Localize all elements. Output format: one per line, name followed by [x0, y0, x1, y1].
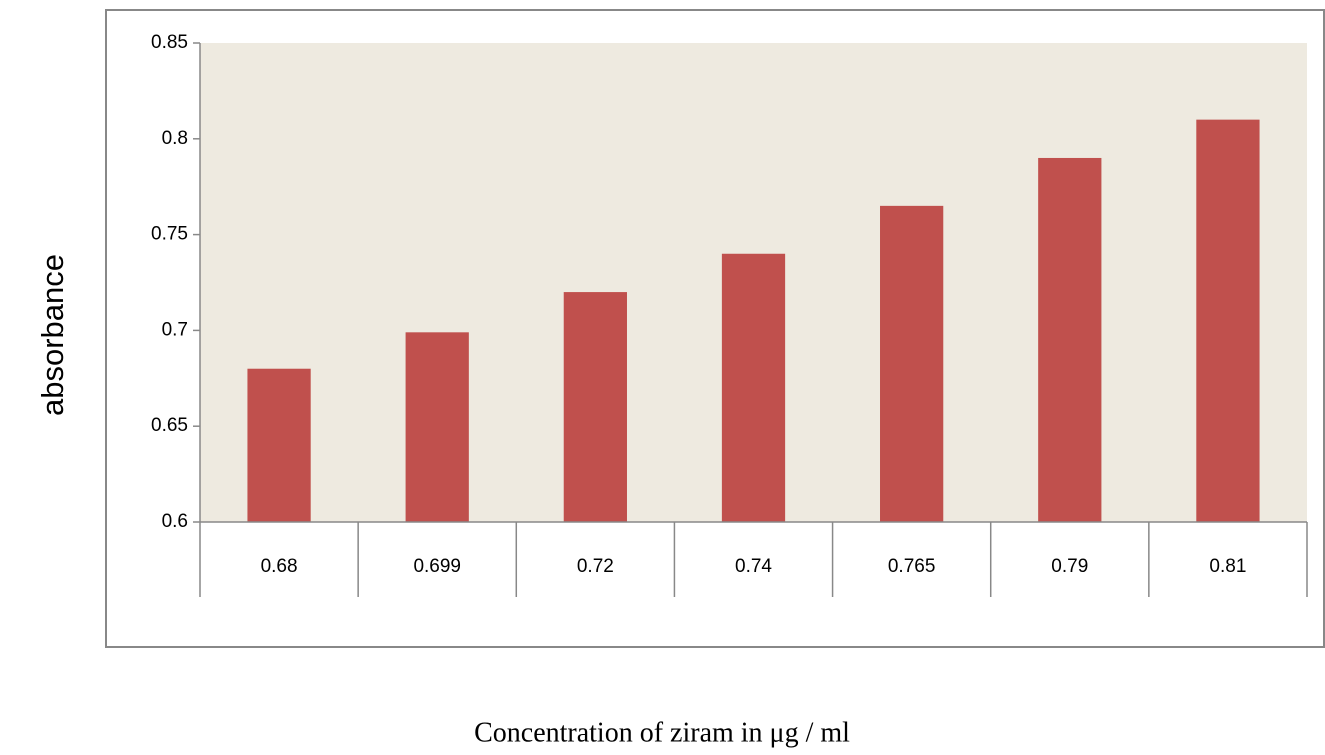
y-tick-label: 0.7 [162, 319, 188, 340]
y-tick-label: 0.75 [151, 224, 188, 245]
y-tick-label: 0.65 [151, 415, 188, 436]
y-tick-label: 0.85 [151, 32, 188, 53]
x-tick-label: 0.74 [735, 556, 772, 577]
x-tick-label: 0.81 [1209, 556, 1246, 577]
x-tick-label: 0.68 [261, 556, 298, 577]
x-tick-label: 0.699 [413, 556, 461, 577]
bar [563, 292, 627, 522]
bar [405, 332, 469, 522]
bar [247, 368, 311, 522]
y-axis-label: absorbance [35, 254, 70, 416]
bar [1038, 157, 1102, 522]
y-tick-label: 0.6 [162, 511, 188, 532]
x-tick-label: 0.79 [1051, 556, 1088, 577]
bar [880, 205, 944, 523]
y-tick-label: 0.8 [162, 128, 188, 149]
x-tick-label: 0.72 [577, 556, 614, 577]
bar [1196, 119, 1260, 522]
x-axis-label: Concentration of ziram in μg / ml [474, 717, 850, 748]
x-tick-label: 0.765 [888, 556, 936, 577]
bar [721, 253, 786, 522]
